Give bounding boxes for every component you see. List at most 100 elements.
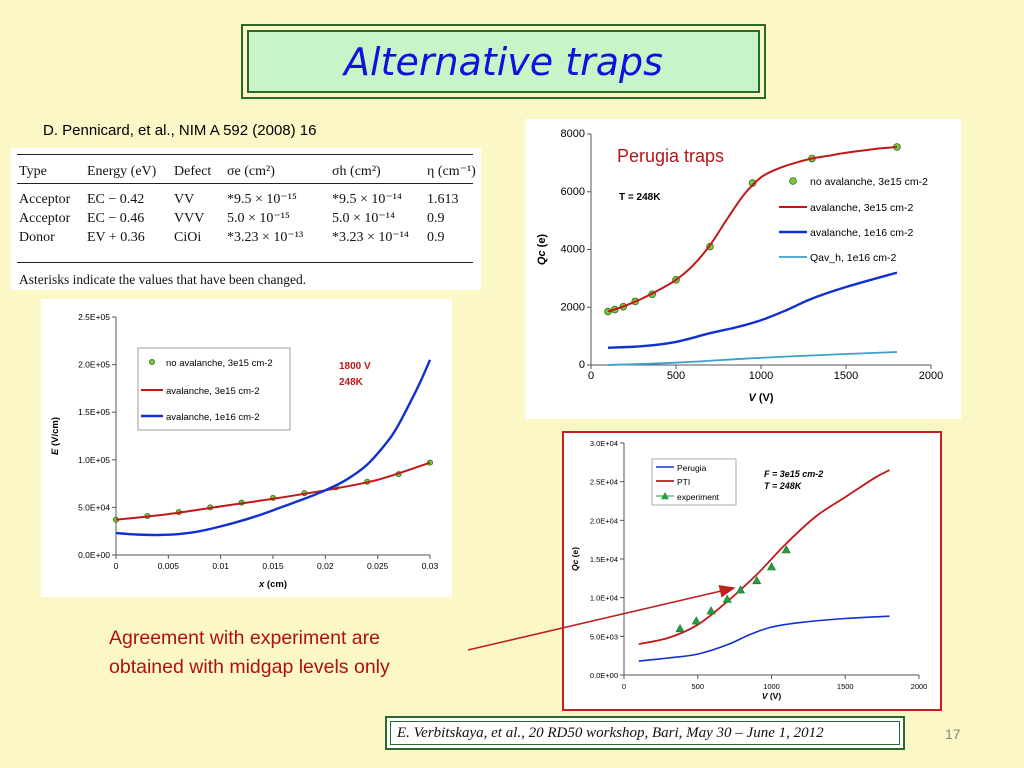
legend-entry-label: Perugia xyxy=(677,463,707,473)
y-tick-label: 1.0E+05 xyxy=(78,455,110,465)
data-point xyxy=(752,576,762,585)
x-tick-label: 0.03 xyxy=(422,561,439,571)
data-point xyxy=(748,179,757,187)
chart-perugia-traps-svg: 0 500 1000 1500 2000 0 2000 4000 6000 8000 V (V) Qc… xyxy=(536,128,943,404)
x-tick-label: 0 xyxy=(622,682,626,691)
table-cell: 0.9 xyxy=(427,229,445,245)
agreement-line-2: obtained with midgap levels only xyxy=(109,656,390,678)
y-tick-label: 2.0E+05 xyxy=(78,360,110,370)
y-tick-label: 3.0E+04 xyxy=(590,439,618,448)
x-tick-label: 0 xyxy=(588,370,594,382)
x-tick-label: 2000 xyxy=(911,682,928,691)
table-cell: Acceptor xyxy=(19,210,71,226)
trap-parameter-table: Type Energy (eV) Defect σe (cm²) σh (cm²… xyxy=(11,148,481,290)
legend-marker-swatch xyxy=(149,359,156,366)
legend-entry-label: avalanche, 3e15 cm-2 xyxy=(810,202,913,214)
data-point xyxy=(691,616,701,625)
y-tick-label: 8000 xyxy=(561,128,585,140)
table-row: Acceptor EC − 0.42 VV *9.5 × 10⁻¹⁵ *9.5 … xyxy=(19,190,476,209)
chart-perugia-traps: 0 500 1000 1500 2000 0 2000 4000 6000 8000 V (V) Qc… xyxy=(525,119,961,419)
y-tick-label: 4000 xyxy=(561,244,585,256)
header-cell: σe (cm²) xyxy=(227,163,275,179)
table-header-row: Type Energy (eV) Defect σe (cm²) σh (cm²… xyxy=(19,162,476,181)
chart-annotation: T = 248K xyxy=(619,192,661,203)
x-axis-label-variable: V xyxy=(762,691,769,701)
y-tick-label: 2.0E+04 xyxy=(590,516,618,525)
agreement-text: Agreement with experiment are obtained w… xyxy=(109,624,390,682)
x-tick-label: 1000 xyxy=(763,682,780,691)
chart-annotation-temperature: 248K xyxy=(339,377,364,388)
y-tick-label: 0 xyxy=(579,359,585,371)
series-line xyxy=(607,271,898,349)
legend-entry-label: avalanche, 1e16 cm-2 xyxy=(166,412,259,423)
series-line xyxy=(607,146,898,313)
x-axis-label-variable: V xyxy=(748,392,757,404)
legend-entry-label: Qav_h, 1e16 cm-2 xyxy=(810,252,897,264)
footer-citation-box: E. Verbitskaya, et al., 20 RD50 workshop… xyxy=(385,716,905,750)
x-tick-label: 0.01 xyxy=(212,561,229,571)
y-axis-label-variable: E xyxy=(50,448,61,455)
x-axis-label: V (V) xyxy=(762,691,782,701)
table-cell: VV xyxy=(174,191,195,207)
legend-entry-label: no avalanche, 3e15 cm-2 xyxy=(166,358,273,369)
chart-annotation-voltage: 1800 V xyxy=(339,361,371,372)
chart-title: Perugia traps xyxy=(617,146,724,166)
x-axis-label-unit: (V) xyxy=(767,691,781,701)
table-row: Donor EV + 0.36 CiOi *3.23 × 10⁻¹³ *3.23… xyxy=(19,228,476,247)
footer-citation: E. Verbitskaya, et al., 20 RD50 workshop… xyxy=(390,721,900,745)
table-cell: Acceptor xyxy=(19,191,71,207)
table-cell: 5.0 × 10⁻¹⁴ xyxy=(332,211,395,226)
reference-citation: D. Pennicard, et al., NIM A 592 (2008) 1… xyxy=(43,122,317,139)
y-axis-label-unit: (e) xyxy=(570,547,580,560)
x-axis-label: x (cm) xyxy=(258,579,287,590)
table-cell: EC − 0.46 xyxy=(87,210,145,226)
series-line xyxy=(638,615,890,662)
table-cell: *3.23 × 10⁻¹³ xyxy=(227,230,304,245)
table-cell: EV + 0.36 xyxy=(87,229,145,245)
trap-table: Type Energy (eV) Defect σe (cm²) σh (cm²… xyxy=(19,162,476,247)
x-axis-label-variable: x xyxy=(258,579,265,590)
legend-entry-label: no avalanche, 3e15 cm-2 xyxy=(810,176,928,188)
table-row: Acceptor EC − 0.46 VVV 5.0 × 10⁻¹⁵ 5.0 ×… xyxy=(19,209,476,228)
y-axis-label: E (V/cm) xyxy=(50,417,61,455)
y-tick-label: 1.5E+04 xyxy=(590,555,618,564)
series-line xyxy=(115,461,431,521)
legend-entry-label: experiment xyxy=(677,492,720,502)
y-tick-label: 1.5E+05 xyxy=(78,407,110,417)
y-tick-label: 6000 xyxy=(561,186,585,198)
x-tick-label: 1000 xyxy=(749,370,773,382)
table-cell: 1.613 xyxy=(427,191,459,207)
y-axis-label: Qc (e) xyxy=(570,547,580,571)
y-tick-label: 5.0E+04 xyxy=(78,502,110,512)
x-axis-label-unit: (V) xyxy=(756,392,774,404)
table-cell: *9.5 × 10⁻¹⁵ xyxy=(227,192,297,207)
x-axis-label-unit: (cm) xyxy=(264,579,287,590)
legend-marker-swatch xyxy=(661,492,669,500)
y-tick-label: 1.0E+04 xyxy=(590,594,618,603)
legend-entry-label: avalanche, 3e15 cm-2 xyxy=(166,386,259,397)
chart-electric-field-svg: 0 0.005 0.01 0.015 0.02 0.025 0.03 0.0E+00 5.0E+… xyxy=(50,312,439,590)
x-tick-label: 0 xyxy=(114,561,119,571)
series-line xyxy=(607,351,898,366)
callout-arrow xyxy=(467,585,736,651)
table-cell: *9.5 × 10⁻¹⁴ xyxy=(332,192,402,207)
data-point xyxy=(675,623,685,633)
y-tick-label: 2.5E+04 xyxy=(590,478,618,487)
header-cell: σh (cm²) xyxy=(332,163,381,179)
series-line xyxy=(638,469,890,645)
y-tick-label: 0.0E+00 xyxy=(78,550,110,560)
table-cell: 5.0 × 10⁻¹⁵ xyxy=(227,211,290,226)
chart-annotation-temperature: T = 248K xyxy=(764,481,803,491)
x-axis-label: V (V) xyxy=(748,392,773,404)
y-axis-label-variable: Qc xyxy=(536,250,548,265)
x-tick-label: 0.025 xyxy=(367,561,389,571)
y-tick-label: 0.0E+00 xyxy=(590,671,618,680)
data-point xyxy=(736,585,746,594)
data-point xyxy=(766,562,777,571)
legend-entry-label: avalanche, 1e16 cm-2 xyxy=(810,227,913,239)
table-note: Asterisks indicate the values that have … xyxy=(19,272,307,287)
legend-entry-label: PTI xyxy=(677,477,690,487)
slide-number: 17 xyxy=(945,726,961,742)
x-tick-label: 0.015 xyxy=(262,561,284,571)
data-point xyxy=(781,545,791,554)
